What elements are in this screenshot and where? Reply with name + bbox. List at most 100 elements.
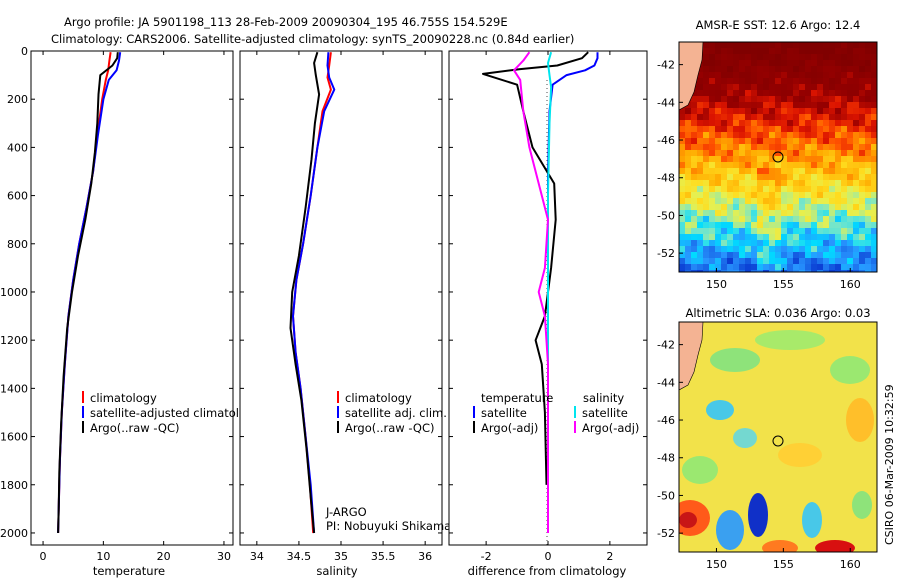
sst-cell (691, 132, 698, 139)
sst-cell (769, 54, 776, 61)
sst-cell (781, 150, 788, 157)
sst-cell (859, 42, 866, 49)
sst-cell (829, 126, 836, 133)
sst-cell (823, 126, 830, 133)
sst-cell (715, 66, 722, 73)
sst-cell (841, 234, 848, 241)
sst-cell (829, 78, 836, 85)
sst-cell (721, 72, 728, 79)
sst-cell (775, 216, 782, 223)
sst-cell (865, 264, 872, 271)
series-line (57, 52, 119, 534)
sst-cell (793, 84, 800, 91)
y-tick-label: -42 (657, 339, 675, 352)
legend-label-satellite: satellite adj. clim. (345, 406, 447, 420)
temperature-y-ticks: 0 200 400 600 800 1000 1200 1400 1600 1800 2000 (0, 45, 233, 540)
sst-cell (715, 246, 722, 253)
sst-cell (835, 162, 842, 169)
sst-cell (811, 138, 818, 145)
sst-cell (721, 186, 728, 193)
legend-label-climatology: climatology (345, 391, 412, 405)
sst-cell (721, 156, 728, 163)
sst-cell (811, 126, 818, 133)
sst-cell (709, 96, 716, 103)
sst-cell (721, 138, 728, 145)
sst-cell (697, 138, 704, 145)
sst-cell (733, 222, 740, 229)
sst-cell (709, 114, 716, 121)
sst-cell (847, 216, 854, 223)
sst-cell (853, 174, 860, 181)
sst-cell (745, 138, 752, 145)
sst-cell (817, 258, 824, 265)
sst-cell (823, 96, 830, 103)
sst-cell (733, 156, 740, 163)
sst-cell (721, 258, 728, 265)
sst-cell (685, 114, 692, 121)
sst-cell (877, 42, 883, 48)
sst-cell (703, 48, 710, 55)
sst-cell (853, 78, 860, 85)
sst-cell (817, 222, 824, 229)
sst-cell (877, 144, 883, 150)
sst-cell (685, 192, 692, 199)
sst-cell (847, 78, 854, 85)
legend-label-climatology: climatology (90, 391, 157, 405)
sst-cell (757, 216, 764, 223)
sst-cell (865, 84, 872, 91)
sst-cell (715, 126, 722, 133)
sst-cell (727, 186, 734, 193)
x-tick-label: 0 (545, 550, 552, 563)
sst-cell (853, 108, 860, 115)
sst-cell (715, 174, 722, 181)
sst-cell (775, 66, 782, 73)
sst-cell (799, 216, 806, 223)
sst-cell (739, 222, 746, 229)
sst-cell (817, 246, 824, 253)
x-tick-label: 2 (606, 550, 613, 563)
sst-cell (865, 126, 872, 133)
sst-cell (829, 144, 836, 151)
sst-cell (823, 168, 830, 175)
sst-cell (739, 216, 746, 223)
sst-cell (829, 252, 836, 259)
sst-cell (697, 210, 704, 217)
sst-cell (841, 120, 848, 127)
sst-cell (829, 84, 836, 91)
sst-cell (733, 102, 740, 109)
sst-cell (775, 150, 782, 157)
sst-cell (841, 72, 848, 79)
sst-cell (703, 126, 710, 133)
sst-cell (817, 210, 824, 217)
sst-cell (871, 258, 877, 265)
sst-cell (697, 120, 704, 127)
sst-cell (841, 114, 848, 121)
sst-cell (829, 228, 836, 235)
sst-cell (751, 216, 758, 223)
sst-cell (721, 96, 728, 103)
sst-cell (793, 60, 800, 67)
sst-cell (859, 216, 866, 223)
sst-cell (841, 204, 848, 211)
sst-cell (739, 174, 746, 181)
sst-cell (721, 144, 728, 151)
difference-x-ticks: -2 0 2 (481, 51, 613, 563)
sst-cell (811, 54, 818, 61)
sst-cell (757, 144, 764, 151)
sst-cell (703, 72, 710, 79)
y-tick-label: 1800 (0, 479, 28, 492)
sst-cell (679, 108, 686, 115)
sst-cell (847, 258, 854, 265)
sst-cell (727, 48, 734, 55)
sst-cell (733, 240, 740, 247)
sst-cell (721, 150, 728, 157)
sst-cell (757, 186, 764, 193)
sst-cell (751, 204, 758, 211)
sst-cell (793, 96, 800, 103)
sst-cell (877, 204, 883, 210)
sst-cell (775, 234, 782, 241)
sst-cell (805, 84, 812, 91)
sst-cell (835, 120, 842, 127)
sst-cell (733, 48, 740, 55)
y-tick-label: -48 (657, 452, 675, 465)
